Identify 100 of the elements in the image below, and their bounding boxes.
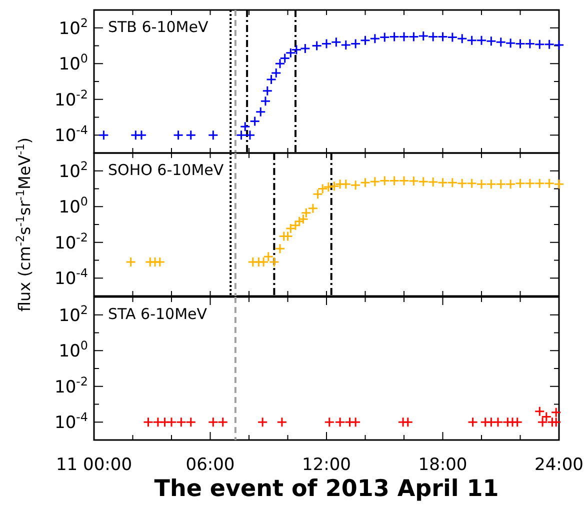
x-tick-label: 12:00: [302, 455, 351, 475]
point: [554, 178, 564, 190]
point: [398, 176, 410, 186]
x-tick-label: 18:00: [418, 455, 468, 475]
point: [544, 39, 555, 50]
point: [512, 416, 523, 428]
point: [143, 416, 154, 428]
point: [334, 416, 346, 428]
point: [323, 182, 334, 192]
point: [360, 35, 370, 46]
point: [496, 36, 506, 48]
point: [308, 203, 318, 214]
point: [466, 35, 478, 46]
point: [300, 43, 310, 54]
point: [276, 416, 288, 428]
point: [218, 416, 228, 428]
point: [428, 176, 438, 188]
y-tick-label: 10$^{-4}$: [54, 266, 88, 290]
point: [186, 130, 196, 140]
point: [290, 220, 301, 231]
y-tick-label: 10$^{2}$: [58, 16, 88, 39]
point: [350, 180, 361, 190]
y-tick-label: 10$^{2}$: [58, 158, 88, 182]
point: [466, 178, 478, 189]
point: [291, 44, 302, 55]
y-tick-label: 10$^{0}$: [58, 338, 88, 362]
point: [244, 130, 256, 140]
point: [468, 416, 478, 428]
point: [317, 184, 328, 194]
y-tick-label: 10$^{-4}$: [54, 410, 88, 434]
point: [312, 40, 322, 51]
point: [274, 243, 286, 254]
point: [428, 31, 438, 42]
point: [408, 176, 419, 186]
point: [544, 178, 555, 189]
x-tick-label: 11 00:00: [56, 455, 132, 475]
point: [550, 407, 562, 418]
point: [505, 38, 516, 48]
point: [524, 178, 536, 189]
point: [534, 178, 545, 189]
point: [418, 176, 429, 187]
point: [240, 121, 250, 132]
point: [166, 416, 177, 428]
y-tick-label: 10$^{-2}$: [54, 230, 88, 254]
point: [208, 416, 218, 428]
point: [300, 208, 312, 218]
point: [370, 176, 380, 187]
point: [250, 116, 260, 126]
text: STA 6-10MeV: [108, 305, 208, 323]
point: [524, 38, 536, 49]
point: [270, 68, 282, 78]
text: STB 6-10MeV: [108, 18, 209, 36]
point: [274, 58, 286, 69]
point: [379, 176, 390, 186]
x-tick-label: 06:00: [186, 455, 235, 475]
point: [476, 35, 487, 46]
point: [329, 180, 340, 192]
point: [418, 30, 429, 42]
point: [186, 416, 196, 428]
point: [456, 33, 468, 44]
point: [537, 416, 548, 428]
point: [515, 178, 526, 189]
point: [208, 130, 218, 140]
y-tick-label: 10$^{-2}$: [54, 87, 88, 110]
point: [379, 32, 390, 42]
point: [456, 178, 468, 189]
point: [438, 177, 448, 188]
point: [126, 256, 136, 268]
point: [176, 416, 186, 428]
point: [154, 256, 166, 268]
point: [159, 416, 170, 428]
text: SOHO 6-10MeV: [108, 161, 224, 179]
point: [260, 96, 271, 106]
point: [285, 223, 296, 234]
point: [257, 416, 268, 428]
y-tick-label: 10$^{0}$: [58, 52, 88, 75]
point: [515, 38, 526, 49]
point: [496, 178, 506, 190]
point: [492, 416, 504, 428]
point: [554, 40, 564, 50]
point: [534, 39, 545, 50]
point: [298, 214, 308, 224]
point: [389, 176, 400, 186]
y-tick-label: 10$^{2}$: [58, 302, 88, 326]
y-tick-label: 10$^{-2}$: [54, 374, 88, 398]
point: [447, 177, 458, 188]
point: [98, 130, 109, 140]
x-axis-title: The event of 2013 April 11: [154, 476, 499, 502]
point: [255, 106, 266, 118]
point: [340, 40, 352, 50]
y-tick-label: 10$^{0}$: [58, 194, 88, 218]
point: [312, 188, 324, 200]
point: [350, 38, 361, 49]
y-tick-label: 10$^{-4}$: [54, 123, 88, 146]
point: [321, 38, 332, 49]
point: [266, 74, 277, 85]
point: [360, 177, 370, 188]
point: [505, 178, 516, 190]
point: [402, 416, 414, 428]
point: [280, 52, 290, 64]
